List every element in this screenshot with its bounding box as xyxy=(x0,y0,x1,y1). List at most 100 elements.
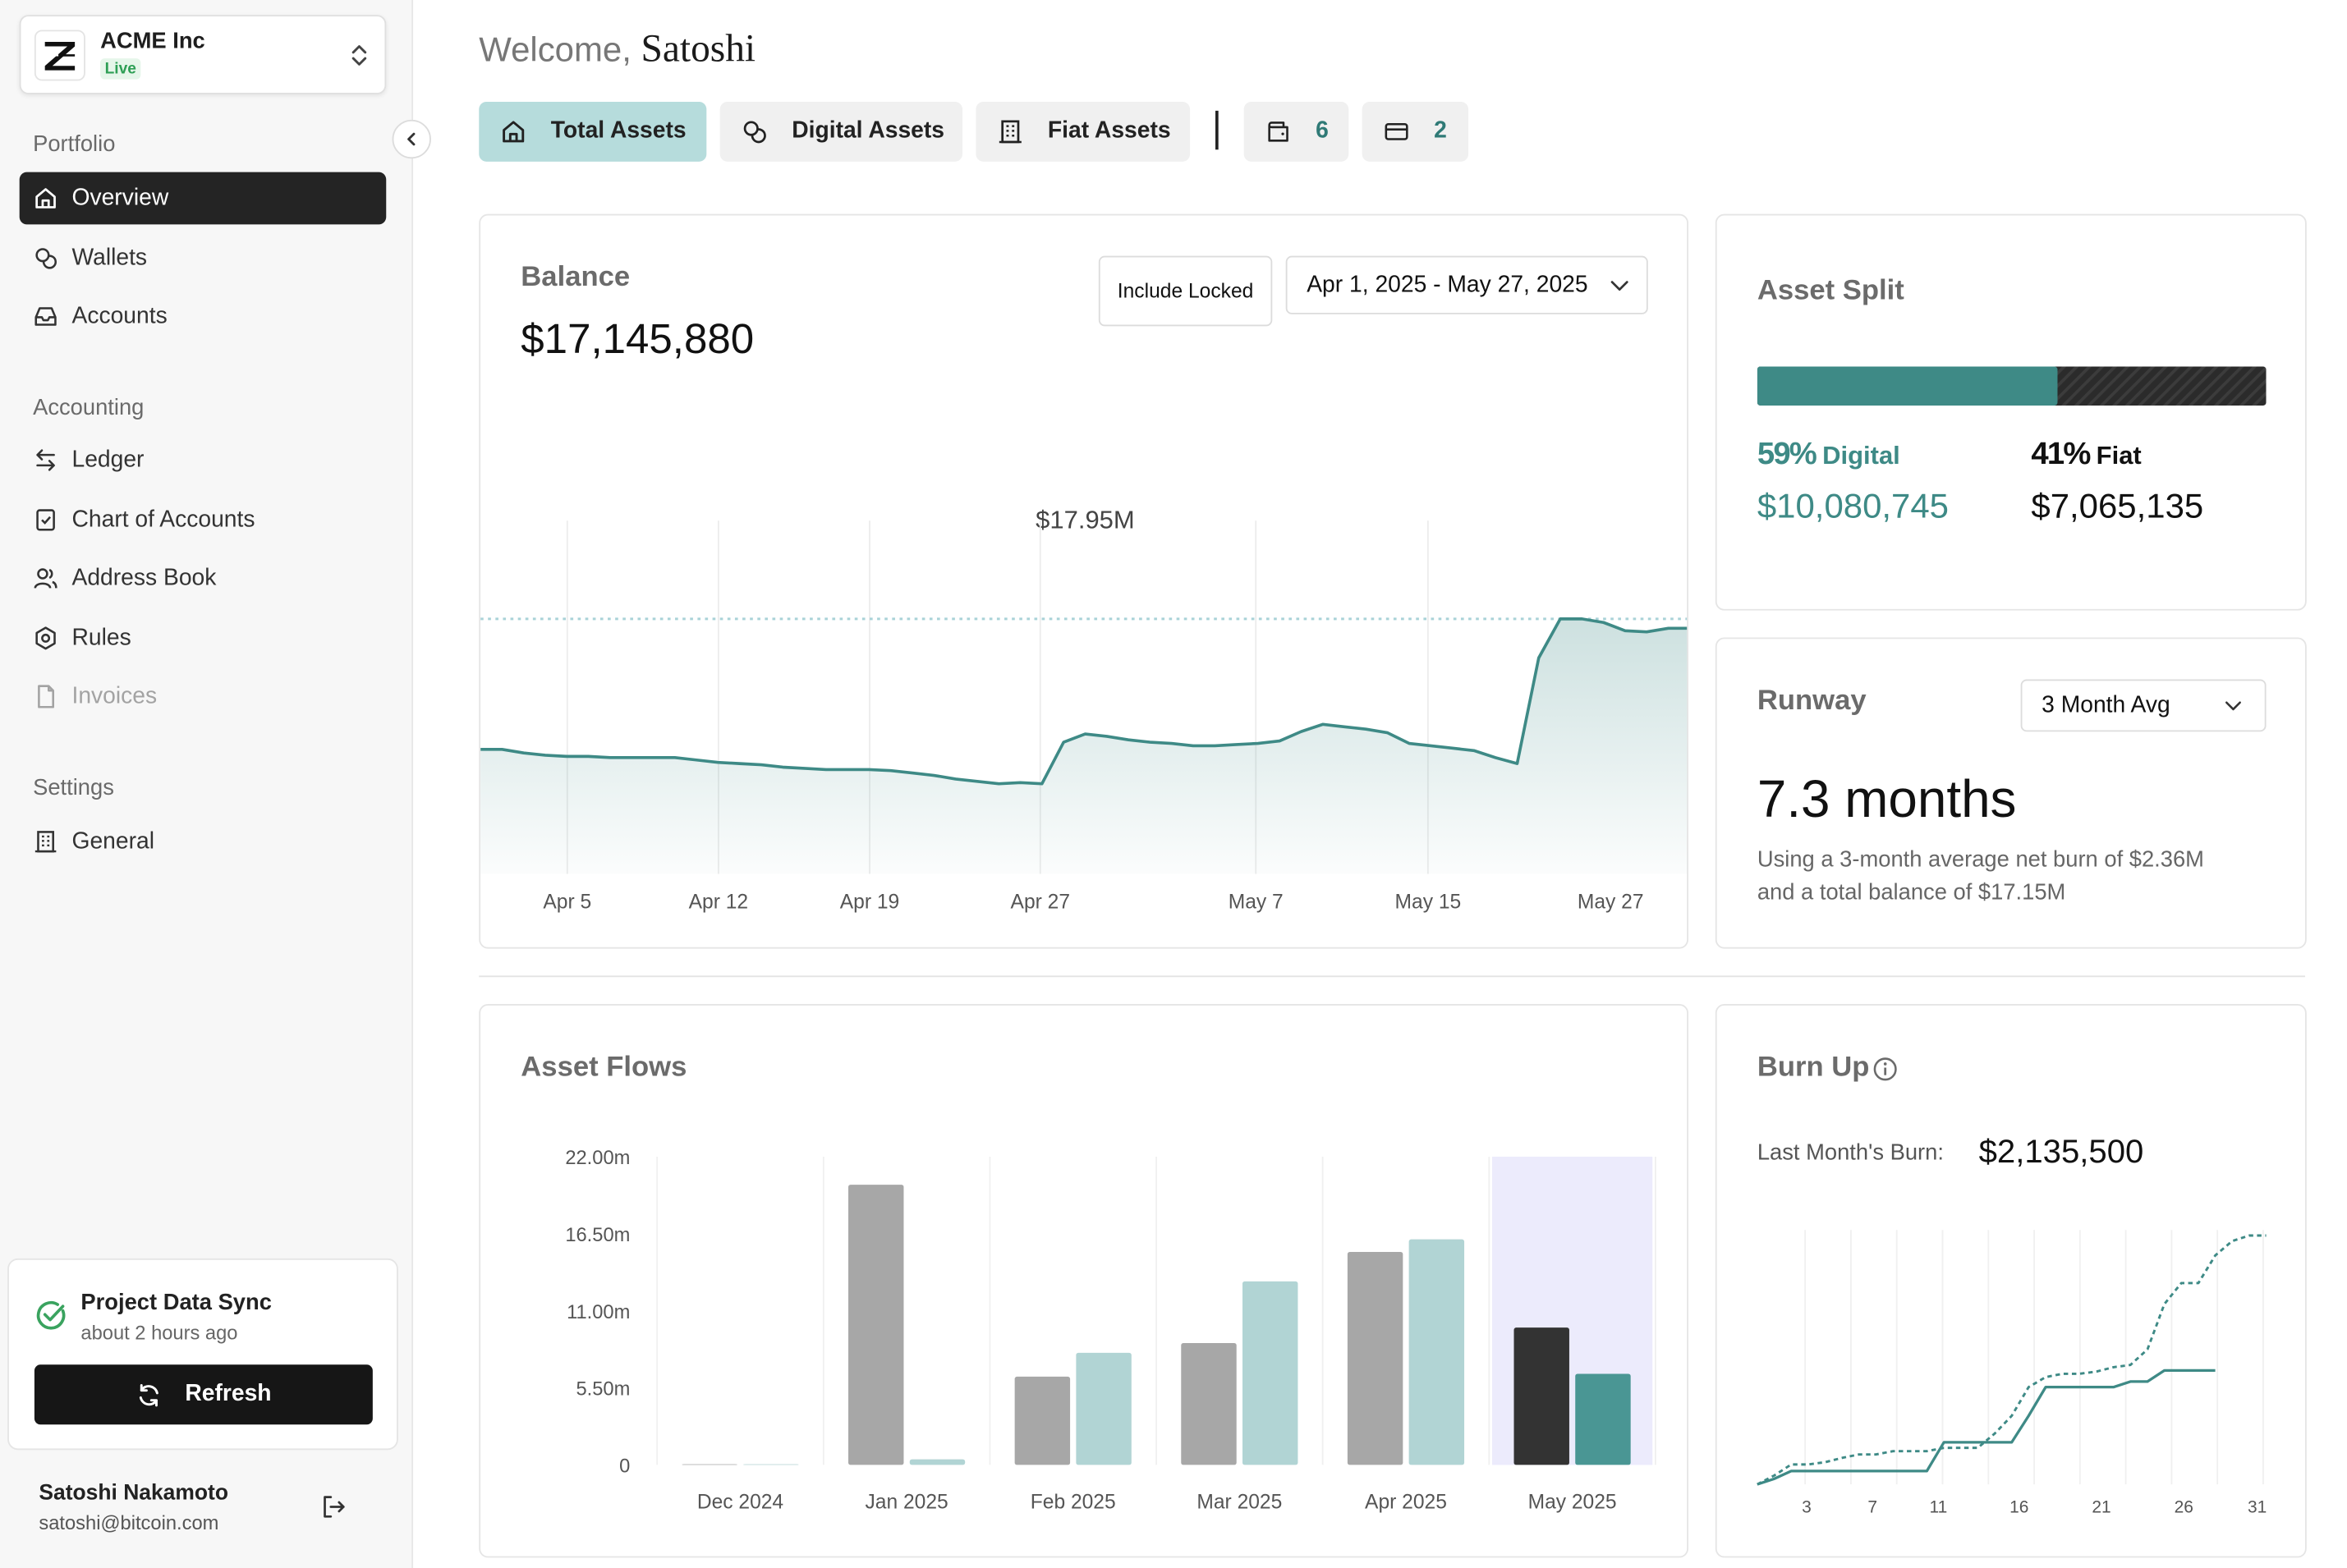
inflow-bar xyxy=(1014,1376,1071,1465)
fiat-value: $7,065,135 xyxy=(2031,486,2204,525)
collapse-sidebar-button[interactable] xyxy=(392,119,431,159)
section-label-portfolio: Portfolio xyxy=(33,131,116,158)
burn-up-title: Burn Up xyxy=(1757,1052,1870,1084)
x-tick-label: Apr 2025 xyxy=(1365,1491,1447,1513)
x-tick-label: 7 xyxy=(1867,1498,1877,1517)
x-tick-label: Apr 27 xyxy=(1011,891,1070,913)
coins-icon xyxy=(743,121,766,144)
sidebar-item-invoices: Invoices xyxy=(20,671,387,723)
section-label-accounting: Accounting xyxy=(33,395,145,421)
sidebar-item-overview[interactable]: Overview xyxy=(19,172,387,225)
x-tick-label: 26 xyxy=(2175,1498,2193,1517)
credit-card-icon xyxy=(1385,123,1408,140)
asset-split-card: Asset Split 59% Digital $10,080,745 41% … xyxy=(1715,213,2307,611)
digital-pct: 59% xyxy=(1757,437,1817,472)
inflow-bar xyxy=(1181,1342,1237,1465)
sidebar-item-label: Wallets xyxy=(71,245,148,270)
clipboard-check-icon xyxy=(36,509,55,531)
burn-up-card: Burn Up Last Month's Burn: $2,135,500 3 7… xyxy=(1715,1004,2307,1558)
org-logo xyxy=(34,30,85,81)
org-name: ACME Inc xyxy=(100,28,205,54)
welcome-text: Welcome, xyxy=(479,30,632,69)
wallets-count-chip[interactable]: 6 xyxy=(1243,101,1349,162)
chevron-left-icon xyxy=(407,132,416,146)
section-label-settings: Settings xyxy=(33,775,114,801)
x-tick-label: 16 xyxy=(2009,1498,2028,1517)
digital-label: Digital xyxy=(1822,441,1900,470)
refresh-button[interactable]: Refresh xyxy=(34,1364,373,1425)
data-sync-panel: Project Data Sync about 2 hours ago Refr… xyxy=(7,1258,398,1451)
balance-title: Balance xyxy=(521,261,631,294)
tab-total-assets[interactable]: Total Assets xyxy=(479,101,707,162)
sidebar-item-label: Ledger xyxy=(71,447,145,473)
sidebar-item-address-book[interactable]: Address Book xyxy=(20,552,387,605)
org-switcher[interactable]: ACME Inc Live xyxy=(19,15,387,94)
tab-label: Total Assets xyxy=(550,117,687,144)
refresh-icon xyxy=(139,1383,158,1406)
cards-count: 2 xyxy=(1434,117,1447,144)
sidebar-item-label: Invoices xyxy=(71,683,158,709)
burn-up-line-chart: 3 7 11 16 21 26 31 xyxy=(1757,1230,2267,1517)
sidebar-item-label: Chart of Accounts xyxy=(71,506,255,532)
inbox-icon xyxy=(34,307,57,326)
runway-value: 7.3 months xyxy=(1757,770,2017,829)
home-icon xyxy=(503,121,525,143)
inflow-bar xyxy=(1347,1252,1403,1465)
sidebar-item-label: General xyxy=(71,828,155,854)
sidebar-item-wallets[interactable]: Wallets xyxy=(20,232,387,285)
runway-period-select[interactable]: 3 Month Avg xyxy=(2020,679,2267,732)
x-tick-label: Apr 12 xyxy=(689,891,748,913)
sidebar-item-rules[interactable]: Rules xyxy=(20,612,387,664)
x-tick-label: May 15 xyxy=(1395,891,1462,913)
sidebar-item-label: Address Book xyxy=(71,565,217,591)
fiat-pct: 41% xyxy=(2031,437,2091,472)
bank-icon xyxy=(999,120,1022,144)
last-month-burn-label: Last Month's Burn: xyxy=(1757,1139,1944,1166)
sidebar-item-chart-of-accounts[interactable]: Chart of Accounts xyxy=(20,493,387,546)
coins-icon xyxy=(35,248,57,269)
y-tick-label: 0 xyxy=(619,1456,630,1478)
fiat-label: Fiat xyxy=(2096,441,2142,470)
check-circle-icon xyxy=(36,1300,66,1330)
sidebar-item-label: Accounts xyxy=(71,303,168,329)
last-month-burn-value: $2,135,500 xyxy=(1978,1132,2144,1171)
x-tick-label: Mar 2025 xyxy=(1196,1491,1282,1513)
sidebar-item-label: Overview xyxy=(71,185,169,211)
x-tick-label: Feb 2025 xyxy=(1031,1491,1116,1513)
refresh-label: Refresh xyxy=(185,1381,272,1407)
x-tick-label: May 27 xyxy=(1578,891,1644,913)
y-tick-label: 5.50m xyxy=(576,1379,631,1401)
peak-value-label: $17.95M xyxy=(1036,505,1135,534)
asset-flows-bar-chart: 0 5.50m 11.00m 16.50m 22.00m Dec 2024 Jan 2025… xyxy=(565,1148,1656,1513)
sidebar-item-ledger[interactable]: Ledger xyxy=(20,434,387,487)
y-tick-label: 16.50m xyxy=(565,1225,630,1246)
sidebar-item-label: Rules xyxy=(71,624,131,650)
date-range-select[interactable]: Apr 1, 2025 - May 27, 2025 xyxy=(1285,255,1648,314)
tab-fiat-assets[interactable]: Fiat Assets xyxy=(976,101,1191,162)
welcome-user-name: Satoshi xyxy=(641,26,756,71)
projected-burn-line xyxy=(1757,1234,2267,1486)
info-icon[interactable] xyxy=(1872,1057,1898,1082)
digital-share: 59% Digital xyxy=(1757,437,1900,473)
sidebar-item-accounts[interactable]: Accounts xyxy=(20,291,387,343)
balance-value: $17,145,880 xyxy=(521,315,755,363)
org-status-badge: Live xyxy=(100,58,141,80)
chevrons-up-down-icon xyxy=(351,45,367,66)
chevron-down-icon xyxy=(2225,701,2241,711)
user-email: satoshi@bitcoin.com xyxy=(39,1511,219,1534)
chevron-down-icon xyxy=(1610,281,1628,291)
balance-area xyxy=(480,618,1688,874)
asset-split-bar xyxy=(1757,366,2267,406)
include-locked-toggle[interactable]: Include Locked xyxy=(1098,255,1273,327)
outflow-bar xyxy=(1575,1373,1631,1465)
sync-title: Project Data Sync xyxy=(80,1290,272,1316)
x-tick-label: 3 xyxy=(1802,1498,1812,1517)
cards-count-chip[interactable]: 2 xyxy=(1362,101,1469,162)
divider xyxy=(1215,110,1219,150)
asset-flows-title: Asset Flows xyxy=(521,1052,687,1084)
sidebar-item-general[interactable]: General xyxy=(20,815,387,868)
tab-digital-assets[interactable]: Digital Assets xyxy=(719,101,962,162)
digital-value: $10,080,745 xyxy=(1757,486,1949,525)
logout-icon[interactable] xyxy=(320,1493,347,1520)
x-tick-label: 11 xyxy=(1930,1498,1948,1517)
